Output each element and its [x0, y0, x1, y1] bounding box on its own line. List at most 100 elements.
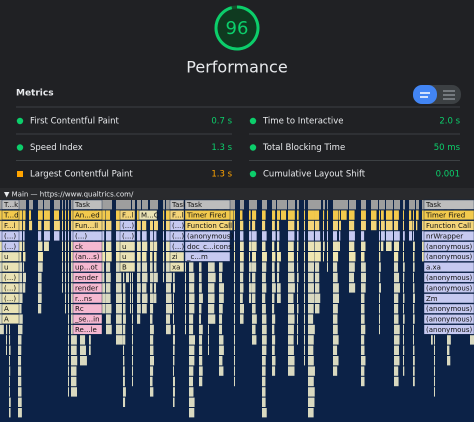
flame-block	[423, 283, 474, 293]
call-block	[189, 335, 195, 345]
call-block	[252, 252, 256, 262]
call-block	[126, 272, 130, 283]
flame-block	[423, 272, 474, 283]
toggle-active[interactable]	[413, 85, 437, 104]
call-block	[132, 314, 133, 324]
call-block	[272, 356, 276, 366]
call-block	[185, 314, 186, 324]
call-block	[142, 304, 147, 314]
flame-block	[72, 220, 103, 231]
call-block	[219, 293, 224, 303]
call-block	[150, 272, 154, 283]
call-block	[130, 304, 131, 314]
flame-block	[72, 262, 103, 272]
call-block	[18, 220, 23, 231]
call-block	[403, 241, 404, 251]
call-block	[262, 345, 267, 355]
flame-label: render	[75, 284, 98, 292]
view-toggle[interactable]	[413, 85, 461, 104]
call-block	[339, 210, 340, 220]
call-block	[272, 272, 275, 283]
call-block	[361, 252, 365, 262]
call-block	[62, 210, 63, 220]
call-block	[262, 314, 267, 324]
call-block	[9, 324, 10, 335]
call-block	[379, 252, 381, 262]
call-block	[361, 262, 366, 272]
call-block	[0, 262, 3, 272]
call-block	[333, 324, 338, 335]
call-block	[9, 408, 11, 418]
flame-block	[169, 251, 185, 262]
call-block	[106, 262, 111, 272]
call-block	[252, 314, 257, 324]
call-block	[18, 387, 22, 397]
call-block	[394, 220, 399, 231]
flame-block	[1, 293, 20, 304]
flame-block	[169, 262, 185, 272]
flame-label: (anonymous)	[426, 274, 473, 282]
call-block	[116, 220, 123, 231]
call-block	[123, 324, 126, 335]
metric-marker	[17, 171, 23, 177]
call-block	[0, 304, 3, 314]
call-block	[413, 283, 415, 293]
call-block	[297, 314, 298, 324]
call-block	[333, 293, 339, 303]
call-block	[403, 324, 404, 335]
call-block	[18, 324, 23, 335]
call-block	[62, 220, 63, 231]
call-block	[252, 293, 256, 303]
call-block	[123, 335, 126, 345]
flame-block	[72, 324, 103, 335]
call-block	[379, 220, 380, 231]
metric-marker	[249, 144, 257, 151]
flame-block	[169, 220, 185, 231]
call-block	[262, 356, 266, 366]
call-block	[308, 387, 315, 397]
flame-label: zi	[172, 253, 178, 261]
metric-value: 50 ms	[434, 143, 461, 153]
call-block	[323, 241, 325, 251]
call-block	[150, 356, 154, 366]
task-block	[18, 200, 23, 210]
call-block	[166, 304, 172, 314]
call-block	[18, 241, 23, 251]
task-block	[379, 200, 381, 210]
task-block	[416, 200, 419, 210]
call-block	[240, 283, 244, 293]
call-block	[166, 314, 171, 324]
call-block	[272, 335, 276, 345]
call-block	[333, 231, 338, 241]
track-title[interactable]: ▼ Main — https://www.qualtrics.com/	[4, 191, 134, 199]
task-block	[68, 200, 69, 210]
call-block	[394, 252, 399, 262]
flame-block	[169, 241, 185, 252]
call-block	[38, 231, 42, 241]
call-block	[403, 272, 405, 283]
call-block	[262, 324, 267, 335]
flame-label: a.xa	[426, 264, 441, 272]
score-value: 96	[226, 18, 249, 39]
call-block	[304, 324, 305, 335]
call-block	[18, 366, 22, 376]
call-block	[333, 304, 338, 314]
call-block	[234, 252, 235, 262]
flame-label: A	[4, 305, 9, 313]
call-block	[308, 356, 314, 366]
call-block	[234, 335, 235, 345]
call-block	[166, 324, 171, 335]
task-block	[150, 200, 154, 210]
call-block	[227, 210, 234, 220]
call-block	[100, 283, 106, 293]
call-block	[123, 293, 126, 303]
call-block	[132, 376, 133, 387]
call-block	[403, 314, 405, 324]
flame-label: Task	[186, 201, 203, 209]
flame-block	[423, 199, 474, 210]
call-block	[470, 335, 474, 345]
call-block	[9, 335, 11, 345]
call-block	[137, 304, 141, 314]
flame-label: (an...s)	[75, 253, 100, 261]
call-block	[349, 241, 355, 251]
